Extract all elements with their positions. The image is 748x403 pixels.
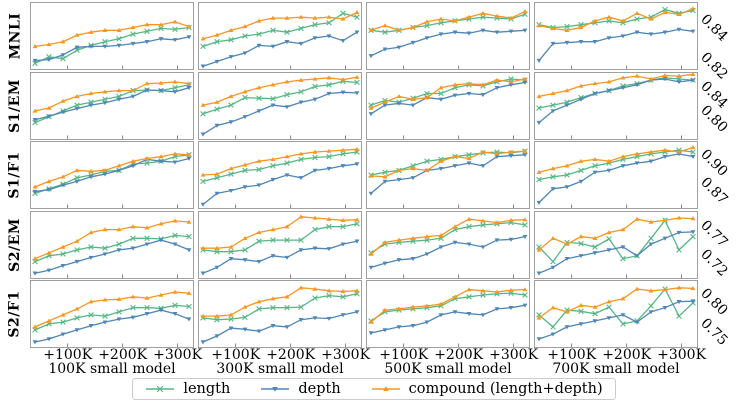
row-label: S2/EM — [0, 211, 30, 279]
xtick-label: +100K — [43, 347, 93, 363]
subplot — [30, 71, 194, 140]
subplot — [30, 280, 194, 348]
xtick-label: +100K — [211, 347, 261, 363]
legend-label-compound: compound (length+depth) — [408, 381, 603, 397]
xtick-label: +200K — [98, 347, 148, 363]
legend-item-length: length — [145, 381, 230, 397]
row-label: MNLI — [0, 2, 30, 70]
subplot — [534, 71, 698, 140]
legend-label-length: length — [183, 381, 231, 397]
col-title: 100K small model — [48, 361, 176, 377]
ytick-label: 0.75 — [697, 315, 731, 349]
ytick-label: 0.72 — [697, 246, 731, 281]
row-label: S1/F1 — [0, 141, 30, 209]
xtick-label: +300K — [321, 347, 371, 363]
subplot — [198, 280, 362, 348]
subplot — [534, 210, 698, 279]
subplot — [366, 210, 530, 279]
ytick-label: 0.80 — [697, 101, 731, 136]
ytick-label: 0.77 — [697, 217, 731, 251]
xtick-label: +300K — [489, 347, 539, 363]
col-title: 300K small model — [216, 361, 344, 377]
ytick-label: 0.82 — [697, 49, 731, 83]
subplot — [198, 2, 362, 70]
ytick-label: 0.87 — [697, 173, 731, 208]
ytick-label: 0.90 — [697, 146, 731, 180]
xtick-label: +100K — [547, 347, 597, 363]
xtick-label: +100K — [379, 347, 429, 363]
xtick-label: +200K — [434, 347, 484, 363]
row-label-text: S1/EM — [7, 78, 24, 133]
legend-item-depth: depth — [260, 381, 341, 397]
depth-line-icon — [261, 387, 290, 392]
xtick-label: +200K — [602, 347, 652, 363]
subplot — [366, 71, 530, 140]
subplot — [198, 141, 362, 209]
subplot — [366, 2, 530, 70]
subplot — [30, 141, 194, 209]
subplot — [30, 210, 194, 279]
ytick-label: 0.84 — [697, 11, 731, 45]
legend-item-compound: compound (length+depth) — [371, 381, 603, 397]
subplot — [198, 210, 362, 279]
length-line-icon — [146, 385, 175, 393]
col-title: 700K small model — [552, 361, 680, 377]
row-label-text: MNLI — [7, 12, 23, 60]
legend-label-depth: depth — [298, 381, 341, 397]
legend: length depth compound (length+depth) — [0, 378, 748, 400]
subplot — [534, 2, 698, 70]
ytick-label: 0.80 — [697, 285, 731, 319]
xtick-label: +200K — [266, 347, 316, 363]
subplot — [30, 2, 194, 70]
xtick-label: +300K — [153, 347, 203, 363]
row-label: S1/EM — [0, 72, 30, 140]
subplot — [366, 141, 530, 209]
subplot — [198, 71, 362, 140]
subplot — [534, 280, 698, 348]
subplot — [366, 280, 530, 348]
row-label-text: S2/EM — [7, 217, 24, 272]
compound-line-icon — [371, 386, 400, 391]
xtick-label: +300K — [657, 347, 707, 363]
row-label-text: S1/F1 — [7, 151, 23, 199]
subplot — [534, 141, 698, 209]
row-label-text: S2/F1 — [7, 290, 23, 338]
legend-box: length depth compound (length+depth) — [132, 378, 616, 400]
row-label: S2/F1 — [0, 280, 30, 348]
col-title: 500K small model — [384, 361, 512, 377]
